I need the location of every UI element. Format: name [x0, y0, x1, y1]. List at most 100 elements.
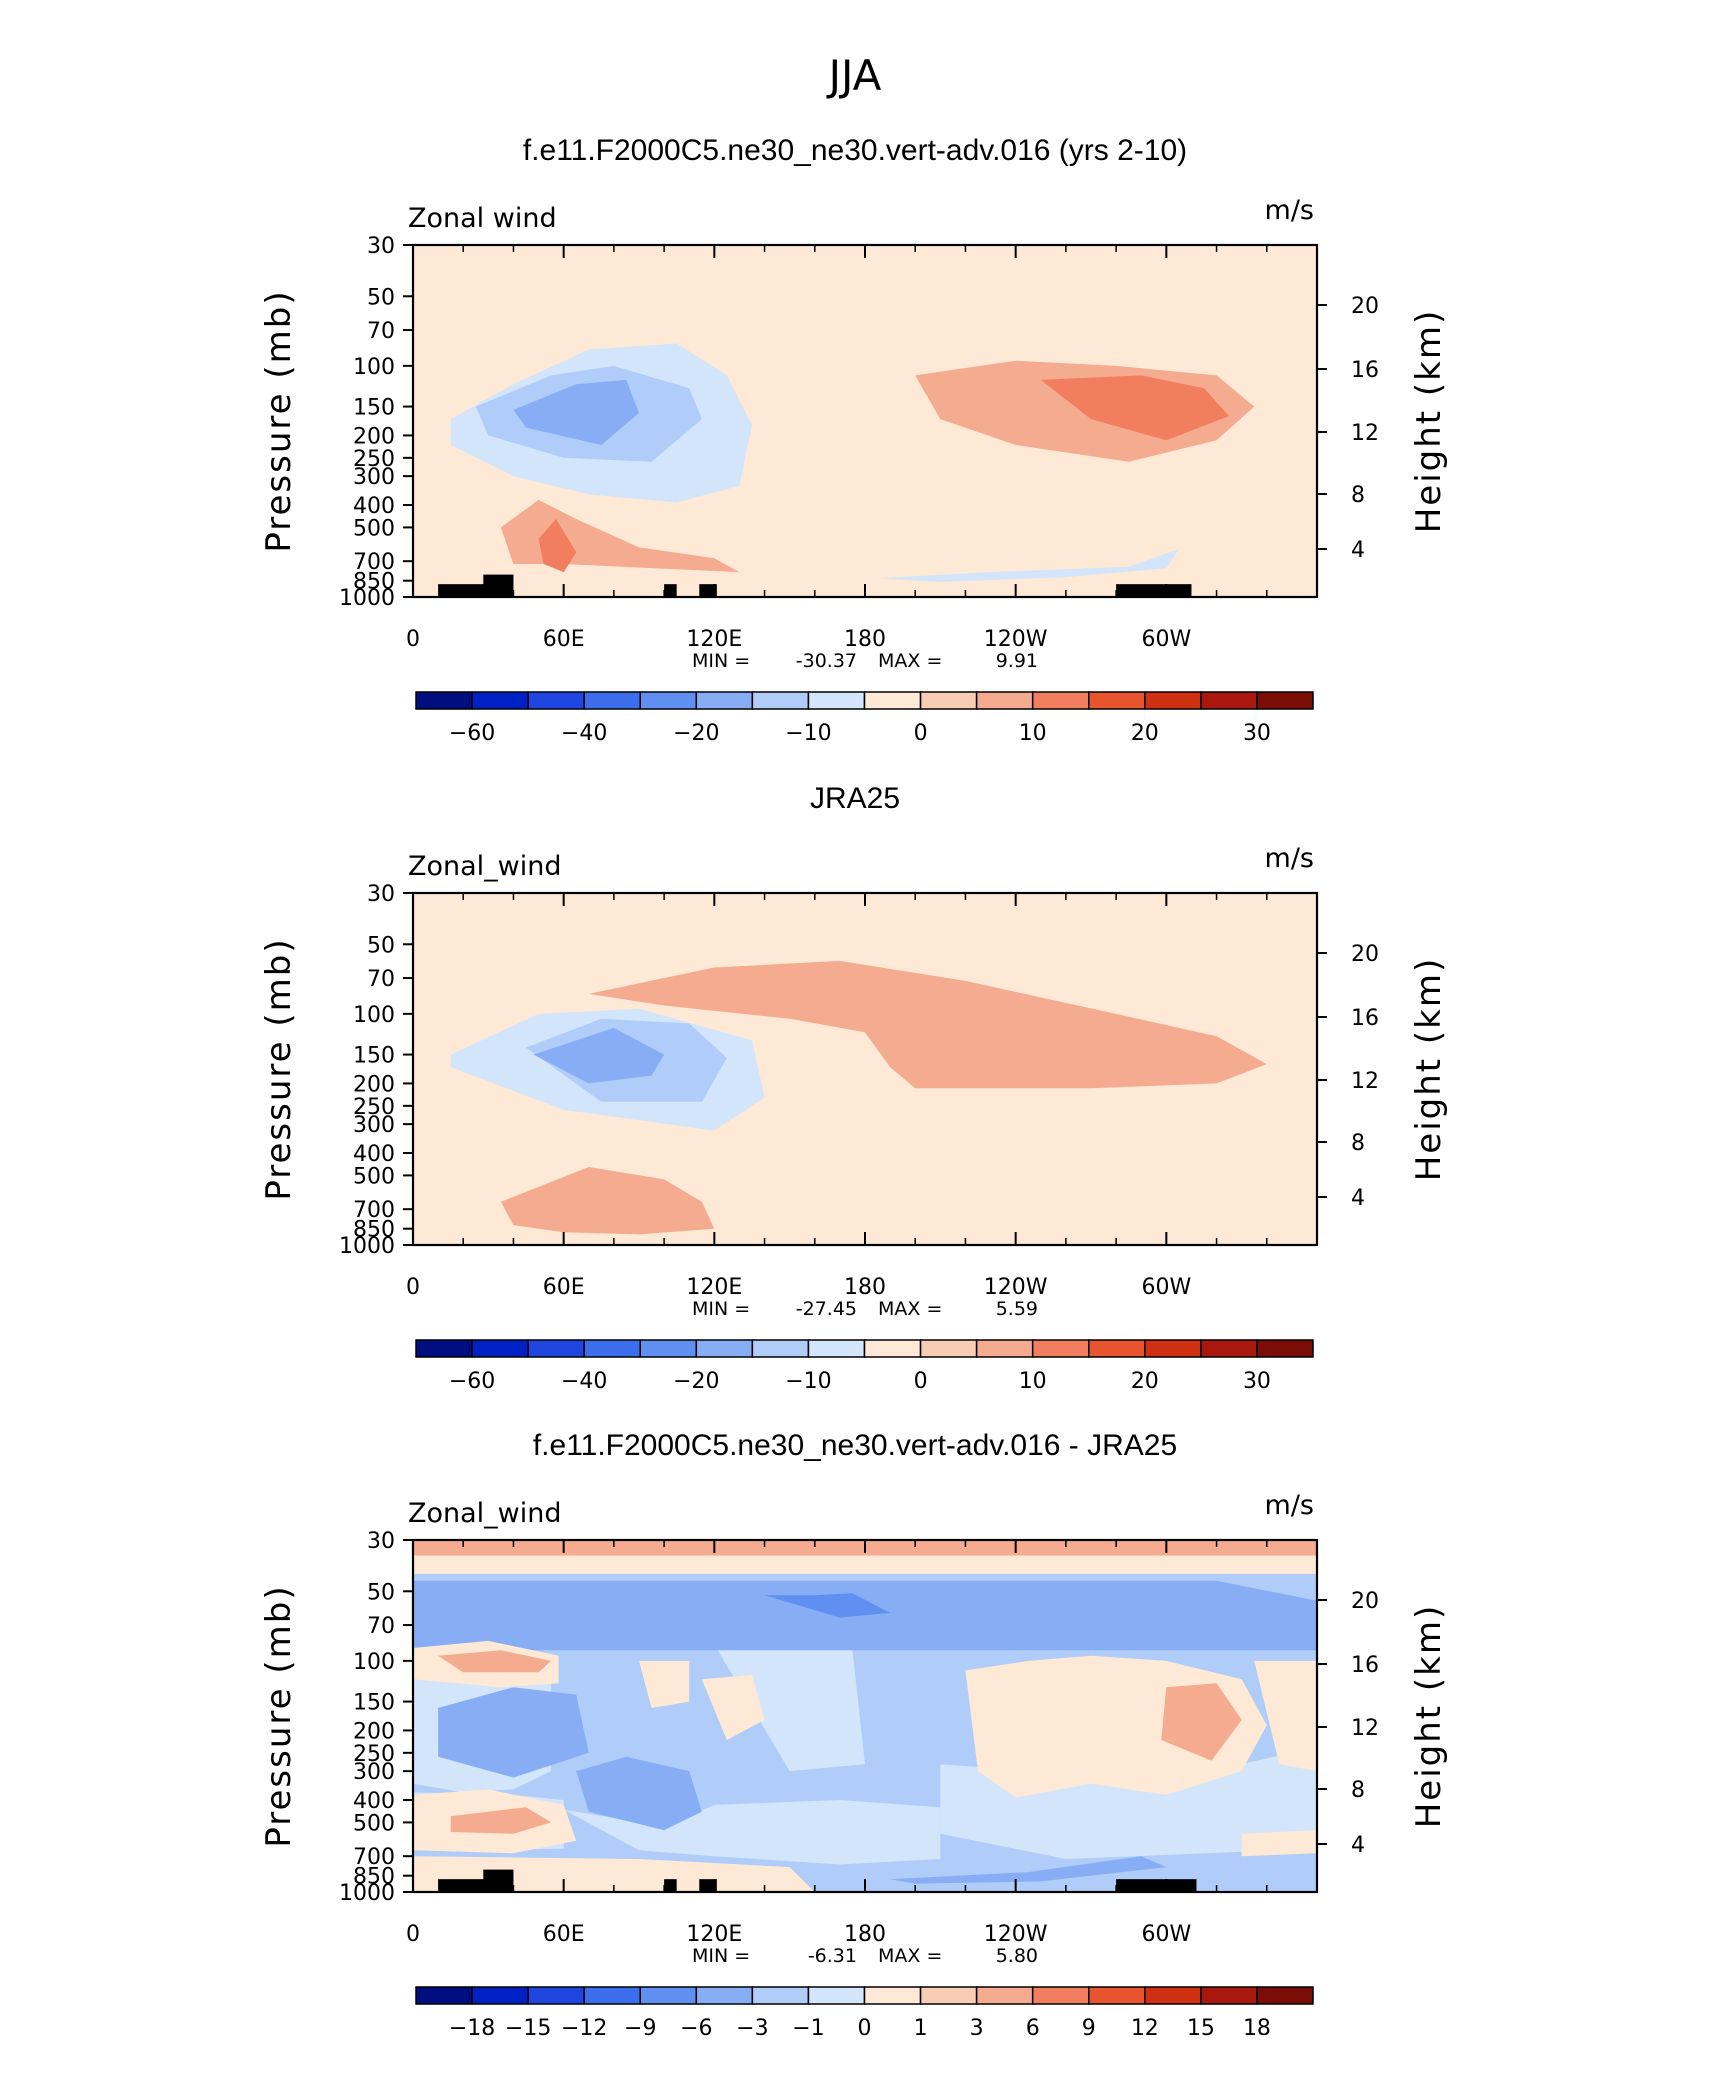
- units-label: m/s: [1265, 195, 1314, 226]
- contour-region: [413, 893, 1317, 932]
- colorbar-box: [1088, 1986, 1146, 2005]
- colorbar-label: 9: [1082, 2016, 1096, 2041]
- colorbar-box: [471, 1986, 529, 2005]
- y-tick-label: 30: [367, 1529, 395, 1554]
- contour-region: [538, 519, 577, 573]
- x-tick-label: 0: [406, 1922, 420, 1947]
- min-label: MIN =: [692, 1945, 750, 1967]
- contour-region: [413, 245, 1317, 291]
- colorbar-label: 0: [914, 721, 928, 746]
- colorbar-label: −15: [505, 2016, 551, 2041]
- colorbar-box: [919, 691, 978, 710]
- panel-1: f.e11.F2000C5.ne30_ne30.vert-adv.016 (yr…: [259, 134, 1449, 746]
- topography-block: [664, 1879, 677, 1892]
- y-right-tick-label: 4: [1351, 538, 1365, 563]
- y-tick-label: 50: [367, 285, 395, 310]
- colorbar-box: [863, 1339, 922, 1358]
- contour-region: [513, 379, 639, 445]
- y-tick-label: 250: [353, 1742, 395, 1767]
- x-tick-label: 180: [844, 1275, 886, 1300]
- y-tick-label: 70: [367, 319, 395, 344]
- colorbar-label: 15: [1187, 2016, 1215, 2041]
- panel-title: f.e11.F2000C5.ne30_ne30.vert-adv.016 (yr…: [523, 134, 1187, 167]
- y-axis-title: Pressure (mb): [259, 937, 299, 1200]
- x-tick-label: 180: [844, 1922, 886, 1947]
- colorbar-box: [975, 691, 1034, 710]
- topography-block: [483, 1869, 514, 1892]
- colorbar-box: [415, 1339, 473, 1358]
- colorbar-box: [919, 1339, 978, 1358]
- y-tick-label: 50: [367, 933, 395, 958]
- y-tick-label: 1000: [339, 1881, 395, 1906]
- y-tick-label: 200: [353, 424, 395, 449]
- contour-region: [714, 1638, 865, 1772]
- colorbar-label: −10: [785, 721, 831, 746]
- contour-region: [890, 1856, 1167, 1884]
- x-tick-label: 60E: [543, 627, 585, 652]
- contour-region: [701, 1674, 765, 1740]
- colorbar-label: −20: [673, 1369, 719, 1394]
- colorbar-box: [639, 1339, 698, 1358]
- colorbar-label: 3: [970, 2016, 984, 2041]
- contour-field: [413, 1540, 1317, 1892]
- min-value: -30.37: [796, 650, 857, 672]
- y-right-tick-label: 12: [1351, 1069, 1379, 1094]
- colorbar-box: [863, 1986, 922, 2005]
- colorbar-label: 0: [858, 2016, 872, 2041]
- contour-region: [877, 549, 1179, 582]
- colorbar-box: [863, 691, 922, 710]
- y-right-axis-title: Height (km): [1409, 957, 1449, 1182]
- contour-region: [576, 1756, 702, 1831]
- contour-region: [500, 1167, 715, 1235]
- x-tick-label: 0: [406, 1275, 420, 1300]
- y-tick-label: 300: [353, 465, 395, 490]
- y-right-tick-label: 8: [1351, 483, 1365, 508]
- colorbar-label: 1: [914, 2016, 928, 2041]
- topography-block: [699, 1879, 717, 1892]
- y-tick-label: 700: [353, 1845, 395, 1870]
- panel-2: JRA25 Zonal_wind m/s 0 60E 120E 180 120W 60W 30 50…: [259, 782, 1449, 1394]
- panel-title: f.e11.F2000C5.ne30_ne30.vert-adv.016 - J…: [533, 1429, 1177, 1462]
- y-tick-label: 200: [353, 1719, 395, 1744]
- x-tick-label: 120W: [984, 1922, 1048, 1947]
- topography-block: [1116, 584, 1192, 597]
- x-tick-label: 60W: [1141, 627, 1191, 652]
- x-tick-label: 120E: [686, 1275, 742, 1300]
- max-value: 5.80: [996, 1945, 1038, 1967]
- y-tick-label: 1000: [339, 1234, 395, 1259]
- x-tick-label: 120W: [984, 1275, 1048, 1300]
- contour-region: [1254, 1660, 1317, 1772]
- colorbar-label: −40: [561, 721, 607, 746]
- y-tick-label: 1000: [339, 586, 395, 611]
- colorbar-box: [471, 691, 529, 710]
- min-value: -6.31: [808, 1945, 857, 1967]
- colorbar-label: −40: [561, 1369, 607, 1394]
- colorbar-box: [919, 1986, 978, 2005]
- variable-label: Zonal_wind: [408, 1498, 562, 1529]
- contour-region: [563, 1800, 941, 1865]
- y-right-tick-label: 16: [1351, 1006, 1379, 1031]
- colorbar-label: −60: [449, 721, 495, 746]
- y-tick-label: 300: [353, 1760, 395, 1785]
- colorbar-label: 18: [1243, 2016, 1271, 2041]
- y-tick-label: 70: [367, 1614, 395, 1639]
- colorbar-label: −3: [736, 2016, 768, 2041]
- max-value: 9.91: [996, 650, 1038, 672]
- y-tick-label: 70: [367, 967, 395, 992]
- colorbar-box: [1144, 691, 1202, 710]
- contour-region: [588, 960, 1267, 1089]
- x-tick-label: 180: [844, 627, 886, 652]
- y-right-axis-title: Height (km): [1409, 1604, 1449, 1829]
- colorbar-label: −10: [785, 1369, 831, 1394]
- contour-region: [438, 1650, 552, 1673]
- colorbar-box: [415, 1986, 473, 2005]
- colorbar-box: [1200, 1339, 1258, 1358]
- y-tick-label: 850: [353, 1218, 395, 1243]
- colorbar-box: [975, 1986, 1034, 2005]
- colorbar-label: 30: [1243, 721, 1271, 746]
- colorbar-label: 10: [1019, 721, 1047, 746]
- min-label: MIN =: [692, 1298, 750, 1320]
- y-tick-label: 500: [353, 516, 395, 541]
- y-tick-label: 30: [367, 882, 395, 907]
